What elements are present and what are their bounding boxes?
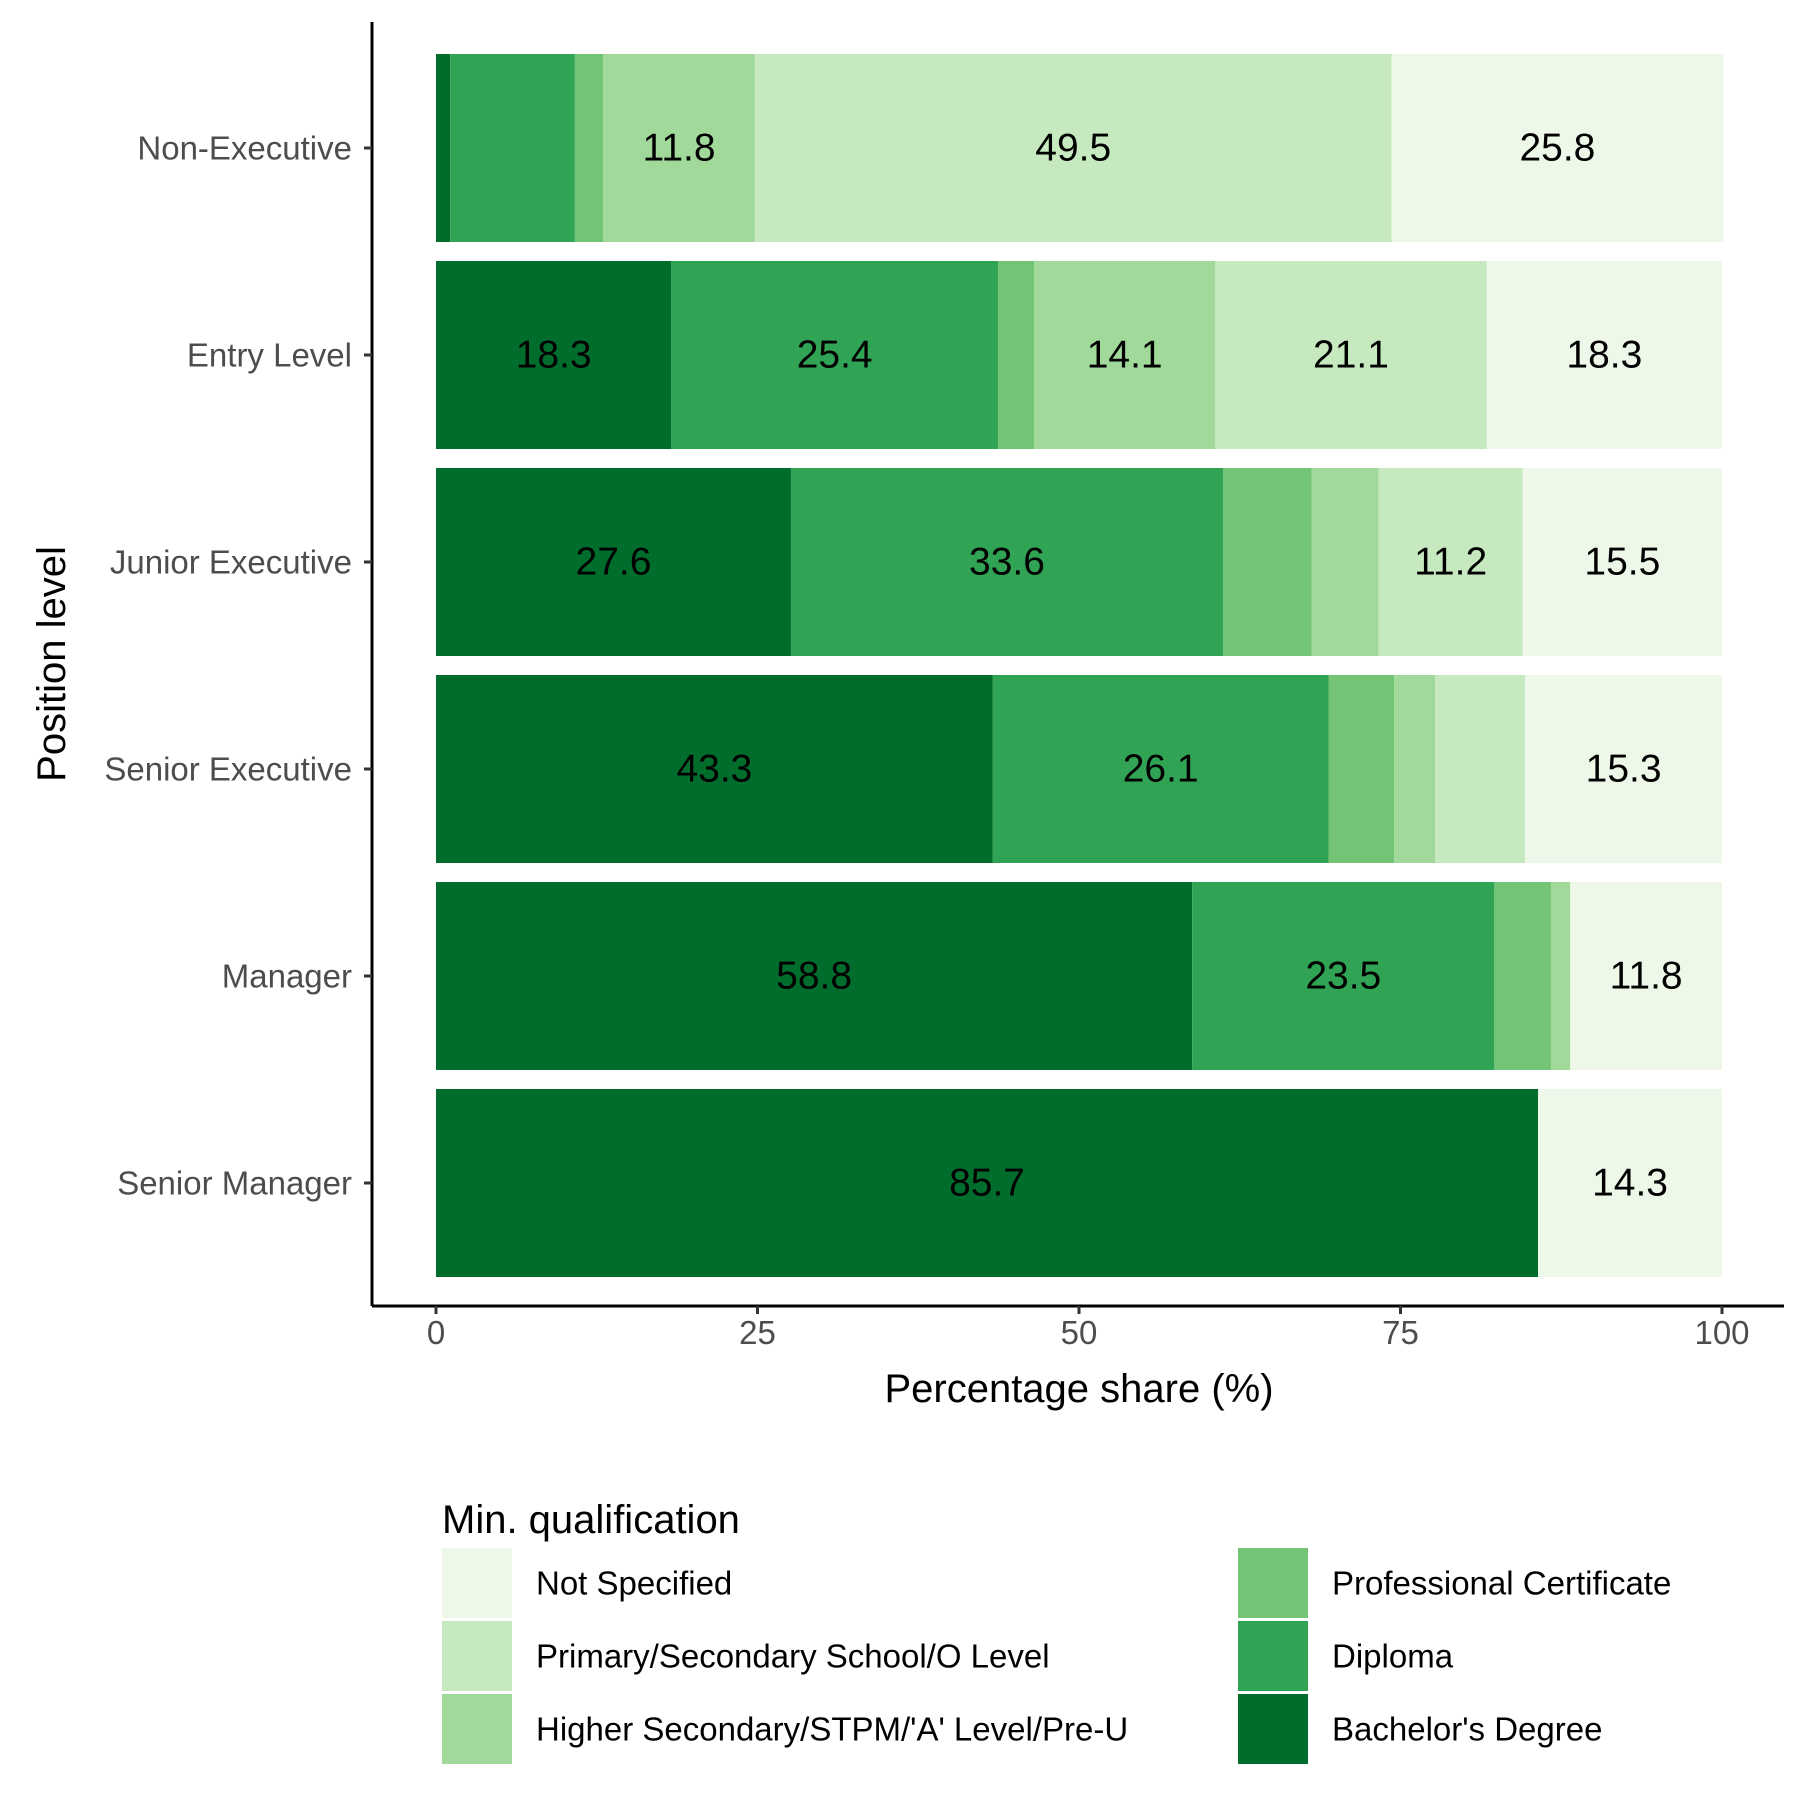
legend-label-higher-secondary-stpm-a-level-pre-u: Higher Secondary/STPM/'A' Level/Pre-U [536, 1711, 1128, 1748]
bar-segment-entry-level-professional-certificate [997, 261, 1034, 449]
bar-segment-non-executive-higher-secondary-stpm-a-level-pre-u [603, 54, 755, 242]
bar-segment-junior-executive-bachelor-s-degree [436, 468, 791, 656]
legend-label-bachelor-s-degree: Bachelor's Degree [1332, 1711, 1602, 1748]
bar-value-label: 26.1 [1123, 748, 1199, 791]
bar-segment-junior-executive-higher-secondary-stpm-a-level-pre-u [1311, 468, 1379, 656]
legend-key-primary-secondary-school-o-level [442, 1621, 512, 1691]
bar-value-label: 18.3 [516, 334, 592, 377]
x-tick-label: 75 [1382, 1314, 1419, 1351]
bar-segment-senior-executive-higher-secondary-stpm-a-level-pre-u [1394, 675, 1436, 863]
bar-segment-senior-manager-bachelor-s-degree [436, 1089, 1539, 1277]
bar-labels-layer: 11.8 49.5 25.8 18.3 25.4 14.1 21.1 18.3 27.6 33.6… [516, 127, 1683, 1205]
bar-segment-entry-level-primary-secondary-school-o-level [1215, 261, 1487, 449]
bar-value-label: 14.3 [1592, 1162, 1668, 1205]
bar-value-label: 15.5 [1584, 541, 1660, 584]
bar-segment-junior-executive-primary-secondary-school-o-level [1378, 468, 1523, 656]
bar-value-label: 25.4 [797, 334, 873, 377]
bar-value-label: 33.6 [969, 541, 1045, 584]
axes-layer: Non-Executive Entry Level Junior Executive… [30, 22, 1784, 1411]
bar-segment-non-executive-bachelor-s-degree [436, 54, 451, 242]
bar-value-label: 25.8 [1519, 127, 1595, 170]
y-axis-title: Position level [30, 546, 74, 782]
legend-key-higher-secondary-stpm-a-level-pre-u [442, 1694, 512, 1764]
y-tick-label-senior-executive: Senior Executive [104, 751, 352, 788]
legend-label-primary-secondary-school-o-level: Primary/Secondary School/O Level [536, 1638, 1050, 1675]
legend-key-professional-certificate [1238, 1548, 1308, 1618]
bar-value-label: 27.6 [576, 541, 652, 584]
bar-segment-entry-level-diploma [671, 261, 998, 449]
legend-label-not-specified: Not Specified [536, 1565, 732, 1602]
legend-key-not-specified [442, 1548, 512, 1618]
bar-segment-manager-bachelor-s-degree [436, 882, 1193, 1070]
bar-value-label: 23.5 [1305, 955, 1381, 998]
bar-value-label: 14.1 [1087, 334, 1163, 377]
bar-segment-manager-not-specified [1570, 882, 1722, 1070]
bar-segment-junior-executive-not-specified [1522, 468, 1722, 656]
x-axis-title: Percentage share (%) [884, 1367, 1273, 1411]
bar-segment-junior-executive-diploma [790, 468, 1224, 656]
legend-title: Min. qualification [442, 1498, 740, 1542]
legend-key-bachelor-s-degree [1238, 1694, 1308, 1764]
bar-value-label: 15.3 [1586, 748, 1662, 791]
bar-segment-non-executive-professional-certificate [574, 54, 604, 242]
bars-layer [436, 54, 1724, 1277]
bar-segment-entry-level-bachelor-s-degree [436, 261, 672, 449]
x-tick-label: 25 [739, 1314, 776, 1351]
y-tick-label-junior-executive: Junior Executive [110, 544, 352, 581]
bar-value-label: 43.3 [676, 748, 752, 791]
x-tick-label: 50 [1061, 1314, 1098, 1351]
y-tick-label-non-executive: Non-Executive [137, 130, 352, 167]
y-tick-label-senior-manager: Senior Manager [117, 1165, 352, 1202]
bar-segment-senior-executive-bachelor-s-degree [436, 675, 993, 863]
bar-segment-senior-manager-not-specified [1538, 1089, 1722, 1277]
bar-segment-senior-executive-primary-secondary-school-o-level [1435, 675, 1526, 863]
x-tick-label: 100 [1694, 1314, 1749, 1351]
bar-segment-manager-diploma [1192, 882, 1495, 1070]
bar-segment-manager-higher-secondary-stpm-a-level-pre-u [1550, 882, 1571, 1070]
bar-segment-junior-executive-professional-certificate [1223, 468, 1312, 656]
bar-segment-senior-executive-professional-certificate [1328, 675, 1395, 863]
y-tick-label-manager: Manager [222, 958, 352, 995]
bar-value-label: 85.7 [949, 1162, 1025, 1205]
bar-value-label: 21.1 [1313, 334, 1389, 377]
bar-value-label: 18.3 [1566, 334, 1642, 377]
bar-value-label: 58.8 [776, 955, 852, 998]
bar-segment-non-executive-primary-secondary-school-o-level [754, 54, 1392, 242]
x-tick-label: 0 [427, 1314, 445, 1351]
bar-segment-manager-professional-certificate [1494, 882, 1551, 1070]
legend-label-diploma: Diploma [1332, 1638, 1454, 1675]
legend: Min. qualification Not Specified Primary/S… [442, 1498, 1671, 1764]
bar-value-label: 11.8 [643, 127, 716, 170]
bar-segment-entry-level-not-specified [1486, 261, 1722, 449]
bar-segment-senior-executive-diploma [992, 675, 1329, 863]
legend-label-professional-certificate: Professional Certificate [1332, 1565, 1671, 1602]
legend-key-diploma [1238, 1621, 1308, 1691]
bar-segment-non-executive-diploma [450, 54, 575, 242]
bar-value-label: 49.5 [1035, 127, 1111, 170]
bar-segment-non-executive-not-specified [1391, 54, 1724, 242]
y-tick-label-entry-level: Entry Level [187, 337, 352, 374]
bar-segment-senior-executive-not-specified [1525, 675, 1722, 863]
bar-value-label: 11.8 [1610, 955, 1683, 998]
bar-segment-entry-level-higher-secondary-stpm-a-level-pre-u [1033, 261, 1216, 449]
bar-value-label: 11.2 [1414, 541, 1487, 584]
